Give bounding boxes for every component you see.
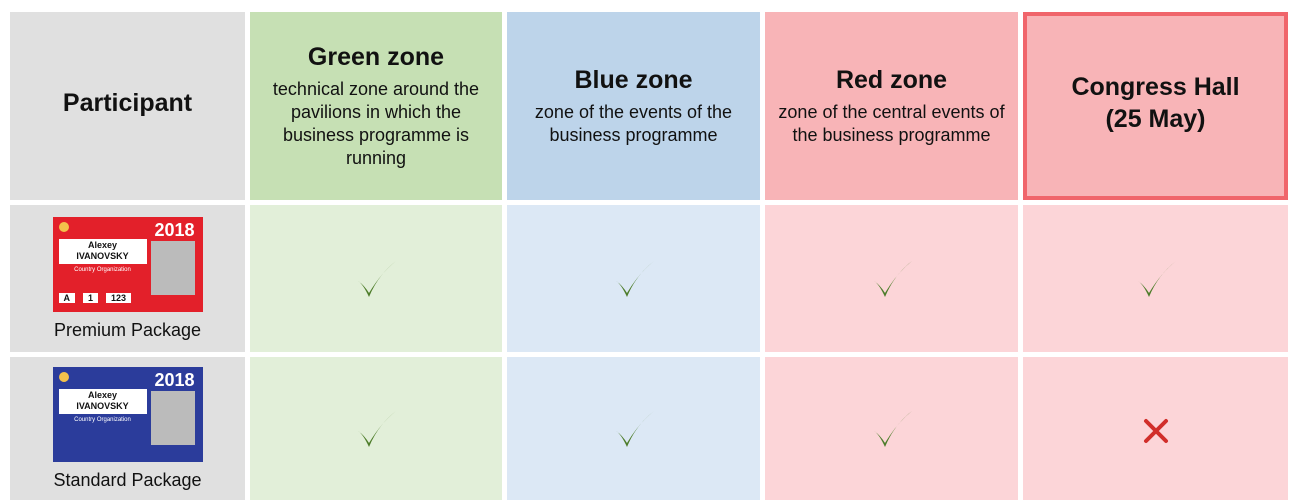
check-icon — [358, 410, 396, 447]
seat: A 1 123 — [58, 292, 132, 303]
check-mark — [358, 410, 396, 447]
badge-organization: Country Organization — [74, 416, 131, 423]
first-name: Alexey — [87, 389, 118, 400]
access-cell — [1023, 205, 1288, 352]
check-icon — [1137, 260, 1176, 297]
header-cell: Green zone technical zone around the pavi… — [250, 12, 502, 200]
seat-row: 1 — [83, 292, 99, 303]
header-cell: Red zone zone of the central events of th… — [765, 12, 1018, 200]
access-cell — [507, 357, 760, 500]
cross-mark — [1143, 418, 1168, 443]
access-cell — [765, 357, 1018, 500]
package-name: Standard Package — [53, 469, 202, 490]
badge-year: 2018 — [154, 369, 195, 390]
access-table: Participant Green zone technical zone aro… — [10, 12, 1288, 500]
header-title: Red zone — [835, 65, 948, 94]
header-title: Congress Hall (25 May) — [1071, 73, 1240, 133]
badge-year: 2018 — [154, 219, 195, 240]
header-cell: Congress Hall (25 May) — [1023, 12, 1288, 200]
header-cell: Blue zone zone of the events of the busin… — [507, 12, 760, 200]
check-mark — [615, 260, 654, 297]
logo — [58, 221, 69, 232]
check-icon — [873, 410, 912, 447]
first-name: Alexey — [87, 239, 118, 250]
header-title: Blue zone — [574, 65, 693, 94]
access-cell — [765, 205, 1018, 352]
check-mark — [358, 260, 396, 297]
header-cell: Participant — [10, 12, 245, 200]
seat-number: 123 — [106, 292, 132, 303]
check-icon — [615, 410, 654, 447]
header-description: zone of the central events of the busine… — [778, 101, 1005, 145]
check-icon — [873, 260, 912, 297]
cross-icon — [1143, 418, 1168, 443]
photo — [150, 390, 195, 445]
access-cell — [250, 205, 502, 352]
badge-organization: Country Organization — [74, 266, 131, 273]
logo — [58, 371, 69, 382]
header-description: zone of the events of the business progr… — [534, 101, 733, 145]
check-mark — [873, 260, 912, 297]
badge-name: Alexey IVANOVSKY — [58, 388, 147, 414]
check-mark — [1137, 260, 1176, 297]
last-name: IVANOVSKY — [76, 250, 129, 261]
participant-cell: 2018 Alexey IVANOVSKY Country Organizatio… — [10, 205, 245, 352]
header-description: technical zone around the pavilions in w… — [272, 78, 480, 168]
badge: 2018 Alexey IVANOVSKY Country Organizatio… — [52, 216, 203, 312]
photo — [150, 240, 195, 295]
package-name: Premium Package — [53, 319, 202, 340]
header-title: Participant — [62, 88, 193, 117]
last-name: IVANOVSKY — [76, 400, 129, 411]
check-icon — [615, 260, 654, 297]
badge-name: Alexey IVANOVSKY — [58, 238, 147, 264]
check-mark — [615, 410, 654, 447]
access-cell — [1023, 357, 1288, 500]
badge: 2018 Alexey IVANOVSKY Country Organizatio… — [52, 366, 203, 462]
participant-cell: 2018 Alexey IVANOVSKY Country Organizatio… — [10, 357, 245, 500]
seat-sector: A — [58, 292, 75, 303]
access-cell — [250, 357, 502, 500]
access-cell — [507, 205, 760, 352]
check-mark — [873, 410, 912, 447]
check-icon — [358, 260, 396, 297]
header-title: Green zone — [307, 42, 445, 71]
